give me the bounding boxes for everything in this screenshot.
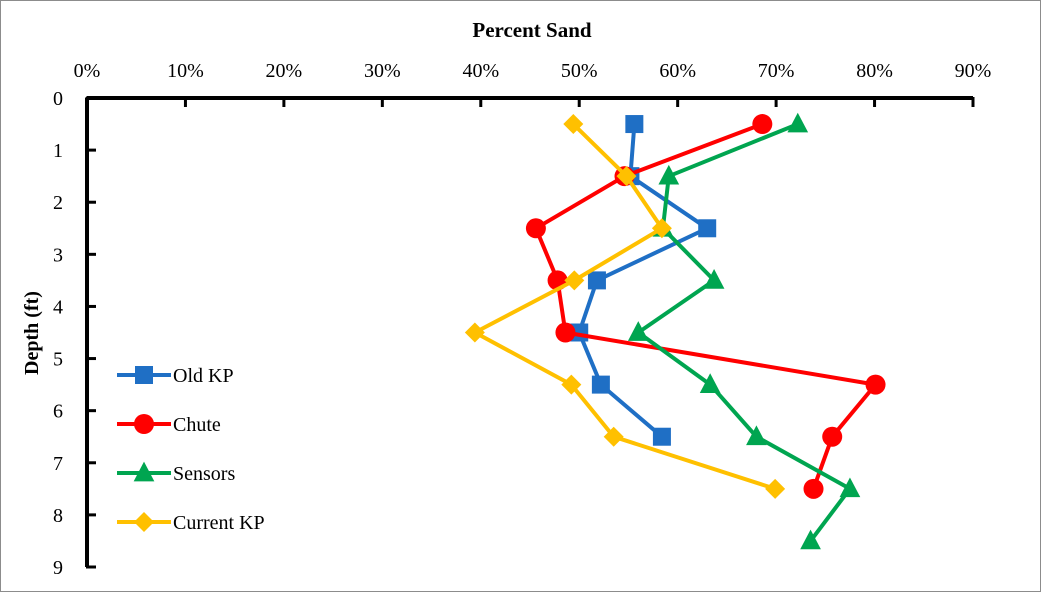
y-tick-label: 2	[53, 192, 63, 214]
y-tick-label: 0	[53, 88, 63, 110]
chart-title: Percent Sand	[472, 18, 592, 42]
series-sensors	[627, 112, 861, 550]
data-point-diamond	[603, 426, 624, 447]
legend-label: Current KP	[173, 512, 265, 534]
data-point-circle	[525, 218, 546, 239]
x-tick-label: 40%	[462, 60, 499, 82]
data-point-square	[587, 271, 606, 290]
y-tick-label: 3	[53, 244, 63, 266]
data-point-diamond	[561, 374, 582, 395]
x-tick-label: 80%	[856, 60, 893, 82]
series-current-kp	[464, 114, 786, 499]
data-point-diamond	[651, 218, 672, 239]
data-point-circle	[555, 322, 576, 343]
legend-label: Sensors	[173, 463, 235, 485]
data-point-triangle	[133, 461, 155, 482]
x-tick-label: 20%	[266, 60, 303, 82]
data-point-square	[135, 366, 153, 384]
y-tick-label: 7	[53, 453, 63, 475]
data-point-square	[698, 219, 717, 238]
legend-label: Old KP	[173, 365, 234, 387]
legend-item: Chute	[117, 414, 221, 436]
x-tick-labels: 0% 10% 20% 30% 40% 50% 60% 70% 80% 90%	[74, 60, 992, 82]
y-tick-label: 4	[53, 296, 63, 318]
data-point-circle	[803, 478, 824, 499]
series-chute	[525, 114, 886, 499]
legend-item: Current KP	[117, 512, 265, 534]
data-point-triangle	[746, 425, 767, 446]
x-tick-label: 60%	[659, 60, 696, 82]
data-point-triangle	[839, 477, 861, 498]
y-tick-label: 6	[53, 401, 63, 423]
legend: Old KP Chute Sensors Current KP	[117, 365, 265, 534]
data-point-circle	[822, 426, 843, 447]
legend-item: Sensors	[117, 461, 235, 485]
data-point-diamond	[564, 270, 585, 291]
data-point-circle	[865, 374, 886, 395]
data-point-diamond	[765, 478, 786, 499]
x-tick-label: 50%	[561, 60, 598, 82]
data-point-triangle	[658, 164, 680, 185]
series-old-kp	[570, 115, 717, 446]
data-point-triangle	[699, 373, 721, 393]
data-point-circle	[752, 114, 773, 135]
data-point-square	[591, 375, 610, 394]
y-tick-label: 1	[53, 140, 63, 162]
x-tick-label: 0%	[74, 60, 101, 82]
data-point-diamond	[563, 114, 584, 135]
x-tick-label: 10%	[167, 60, 204, 82]
data-point-circle	[134, 414, 154, 434]
data-point-triangle	[800, 529, 821, 550]
data-point-diamond	[134, 512, 154, 532]
data-point-diamond	[616, 166, 637, 187]
y-tick-label: 5	[53, 349, 63, 371]
data-point-triangle	[627, 321, 649, 341]
data-point-triangle	[787, 112, 809, 133]
data-point-square	[652, 427, 671, 446]
series-layer	[464, 112, 886, 550]
legend-item: Old KP	[117, 365, 234, 387]
data-point-square	[625, 115, 644, 134]
series-line	[472, 122, 776, 491]
data-point-triangle	[703, 269, 725, 289]
data-point-diamond	[464, 322, 485, 343]
x-tick-label: 70%	[758, 60, 795, 82]
y-tick-label: 8	[53, 505, 63, 527]
y-tick-label: 9	[53, 557, 63, 579]
x-tick-label: 90%	[955, 60, 992, 82]
series-line	[533, 122, 878, 490]
axes	[85, 96, 975, 569]
y-axis-label: Depth (ft)	[21, 291, 43, 375]
x-tick-label: 30%	[364, 60, 401, 82]
y-tick-labels: 0 1 2 3 4 5 6 7 8 9	[53, 88, 63, 579]
legend-label: Chute	[173, 414, 221, 436]
